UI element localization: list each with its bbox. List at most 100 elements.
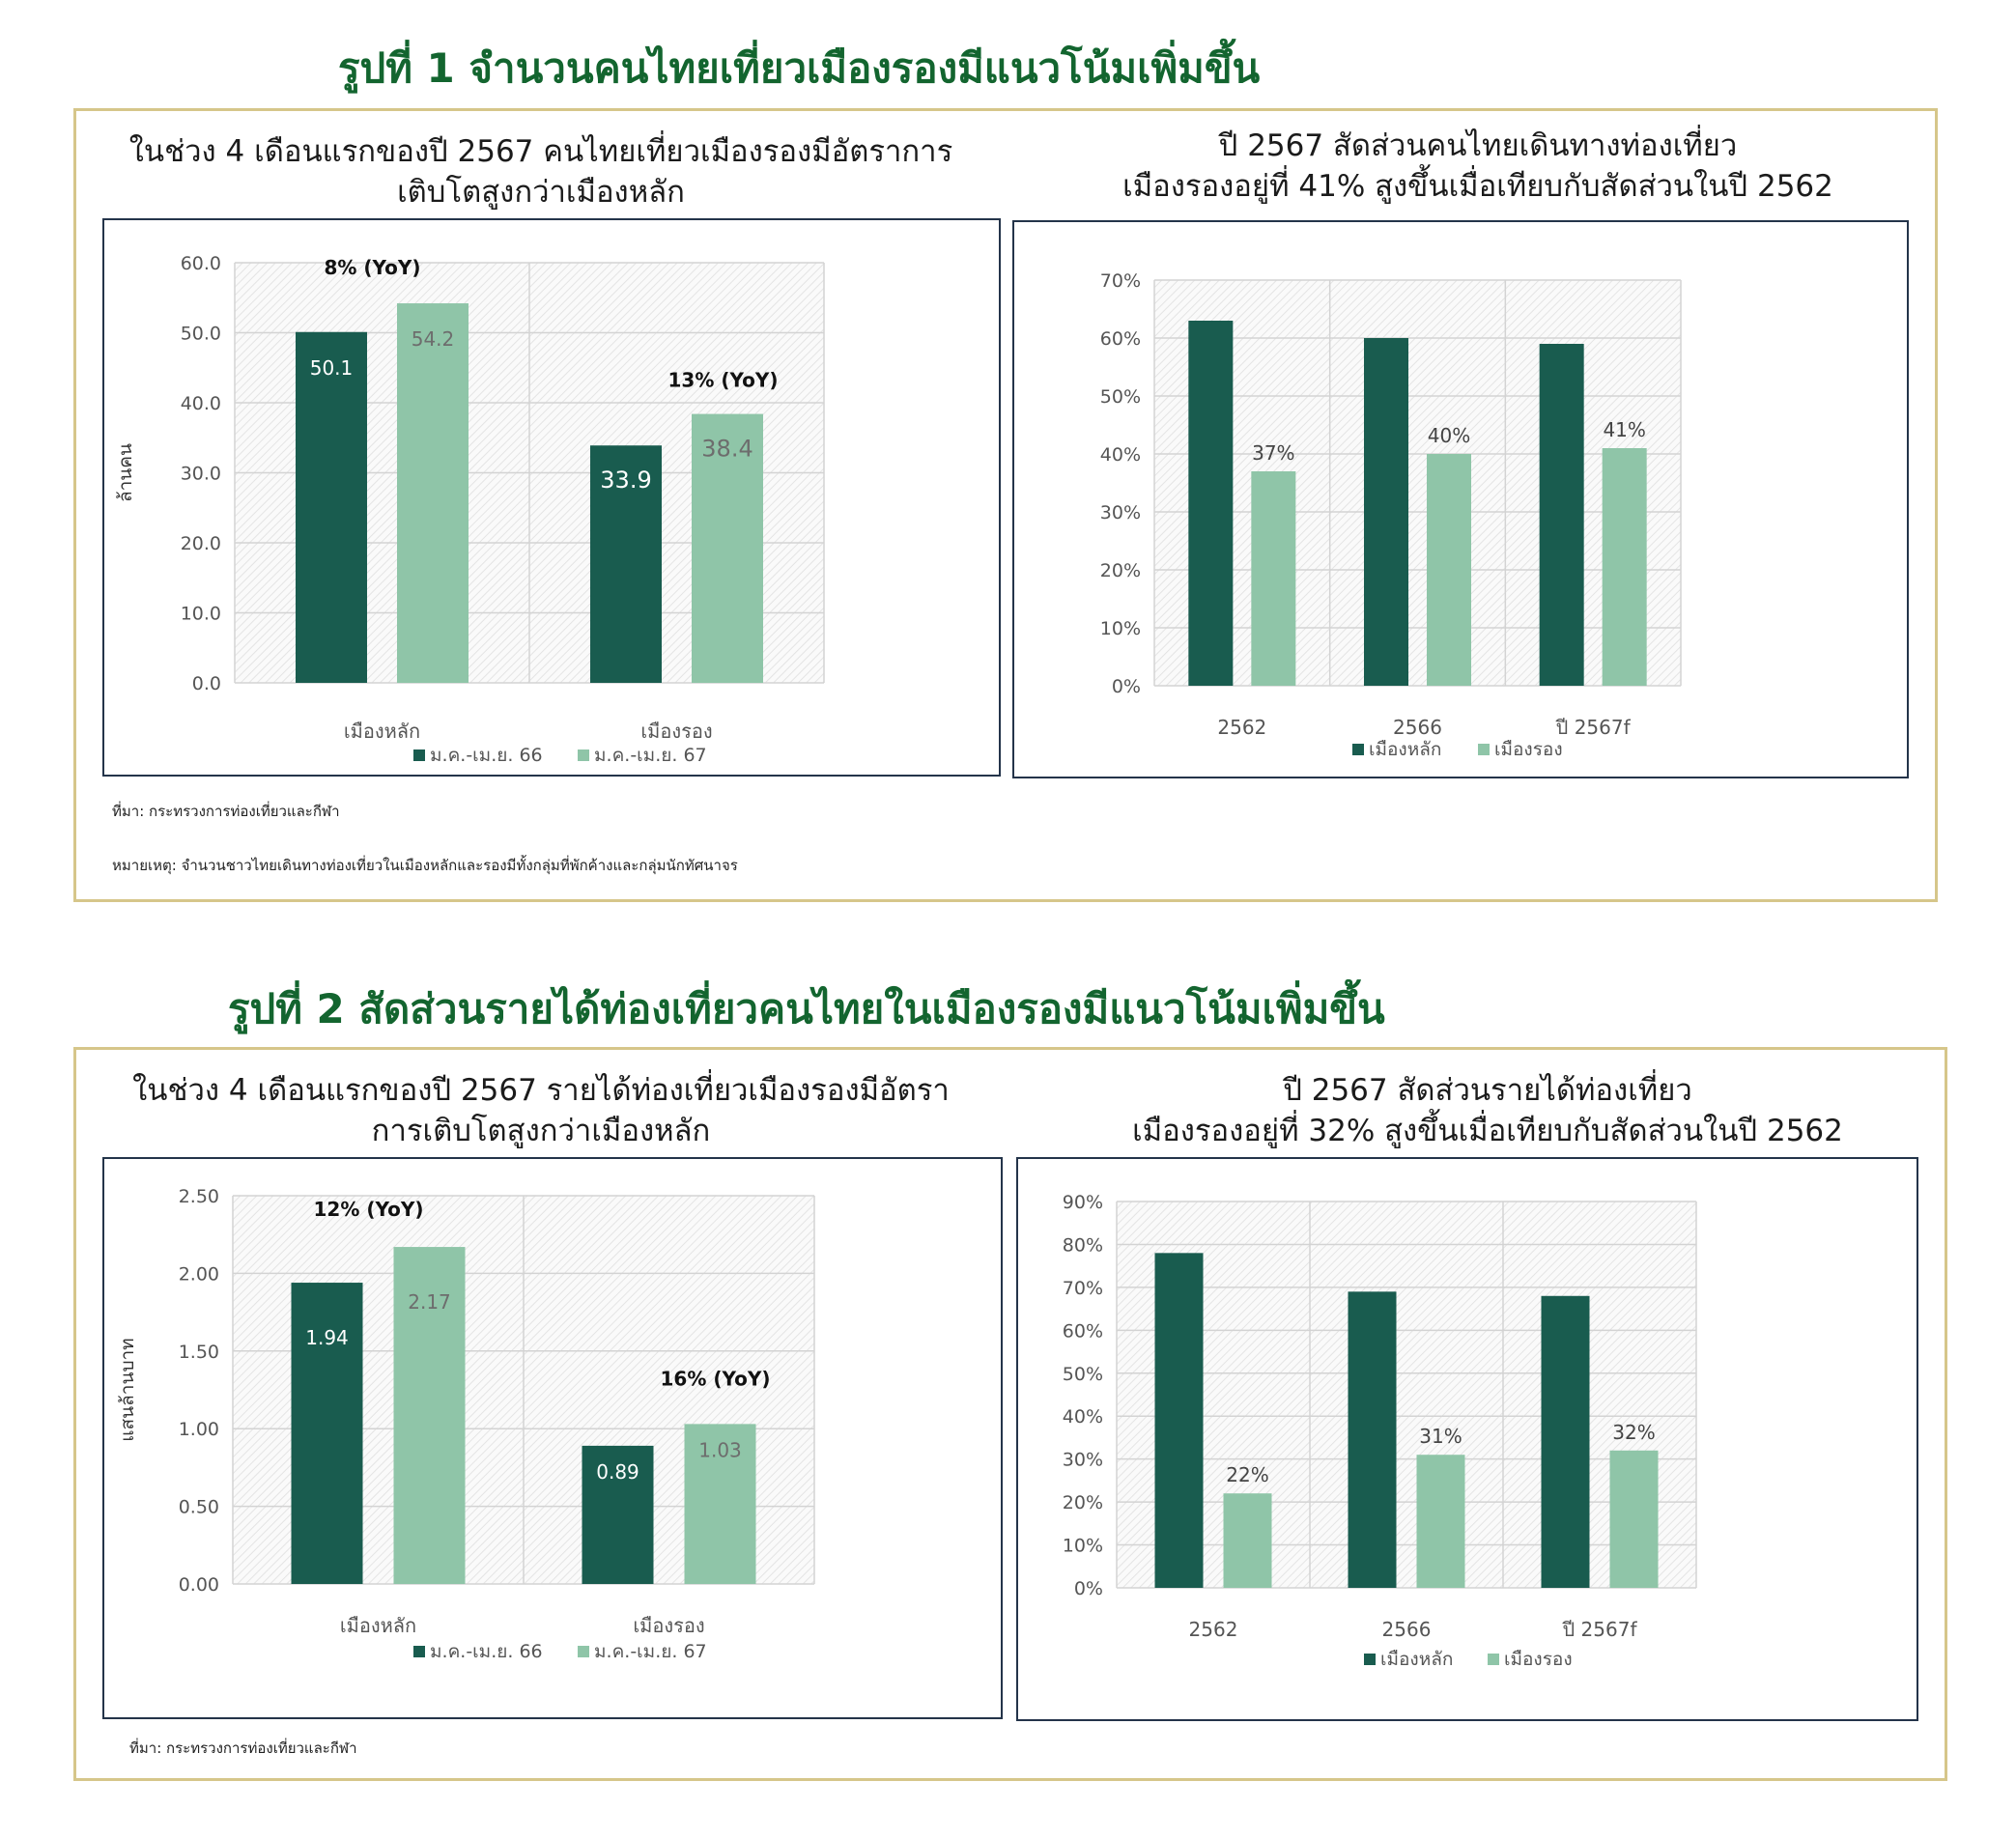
bar-dark (1539, 344, 1584, 686)
data-label: 1.94 (305, 1326, 349, 1349)
bar-dark (1188, 321, 1234, 686)
y-tick-label: 50.0 (181, 324, 221, 345)
legend-label: เมืองหลัก (1369, 739, 1441, 760)
figure-1-left-title-line-2: เติบโตสูงกว่าเมืองหลัก (397, 175, 685, 210)
y-tick-label: 20% (1100, 560, 1141, 581)
bar-dark (582, 1445, 654, 1584)
chart-1-box: 0.0 10.0 20.0 30.0 40.0 50.0 60.0 50.1 54.2 8% (Y… (102, 218, 1001, 777)
plot-area-hatch (1154, 280, 1681, 686)
figure-2-right-title-line-2: เมืองรองอยู่ที่ 32% สูงขึ้นเมื่อเทียบกับ… (1132, 1114, 1843, 1148)
figure-2-left-title-line-2: การเติบโตสูงกว่าเมืองหลัก (371, 1114, 711, 1148)
y-tick-label: 30.0 (181, 464, 221, 485)
data-label: 31% (1419, 1425, 1462, 1448)
figure-2-left-title: ในช่วง 4 เดือนแรกของปี 2567 รายได้ท่องเท… (106, 1070, 976, 1151)
bar-light (1251, 471, 1296, 686)
legend-swatch (1352, 744, 1364, 755)
y-tick-label: 10% (1100, 618, 1141, 639)
figure-2-right-title-line-1: ปี 2567 สัดส่วนรายได้ท่องเที่ยว (1283, 1073, 1692, 1108)
x-category-label: 2562 (1189, 1618, 1238, 1641)
legend-swatch (413, 1646, 425, 1657)
figure-1-left-title: ในช่วง 4 เดือนแรกของปี 2567 คนไทยเที่ยวเ… (106, 131, 976, 212)
bar-light (1223, 1493, 1272, 1588)
y-tick-label: 10% (1063, 1536, 1103, 1557)
bar-dark (590, 445, 662, 683)
legend-swatch (413, 749, 425, 761)
bar-light (1427, 454, 1471, 686)
legend-label: ม.ค.-เม.ย. 67 (594, 1641, 707, 1662)
figure-2-left-title-line-1: ในช่วง 4 เดือนแรกของปี 2567 รายได้ท่องเท… (132, 1073, 950, 1108)
legend-label: ม.ค.-เม.ย. 67 (594, 745, 707, 766)
data-label: 32% (1612, 1421, 1655, 1444)
x-category-label: 2566 (1382, 1618, 1432, 1641)
bar-light (692, 413, 763, 683)
data-label: 2.17 (408, 1290, 451, 1314)
legend-swatch (1478, 744, 1490, 755)
y-tick-label: 1.50 (179, 1342, 219, 1363)
y-tick-label: 40% (1063, 1406, 1103, 1428)
y-tick-label: 1.00 (179, 1419, 219, 1440)
y-tick-label: 50% (1063, 1364, 1103, 1385)
legend-label: เมืองหลัก (1380, 1649, 1453, 1670)
y-tick-label: 70% (1100, 270, 1141, 292)
yoy-annotation: 16% (YoY) (661, 1367, 771, 1390)
figure-1-title: รูปที่ 1 จำนวนคนไทยเที่ยวเมืองรองมีแนวโน… (338, 44, 1261, 92)
legend-label: เมืองรอง (1504, 1649, 1573, 1670)
x-category-label: เมืองรอง (640, 720, 712, 743)
y-tick-label: 0.0 (192, 673, 221, 694)
chart-4-svg: 0% 10% 20% 30% 40% 50% 60% 70% 80% 90% 22% 2562 31% 2… (1063, 1192, 1697, 1670)
legend-label: ม.ค.-เม.ย. 66 (430, 745, 543, 766)
legend-label: ม.ค.-เม.ย. 66 (430, 1641, 543, 1662)
bar-light (1602, 448, 1647, 686)
y-tick-label: 10.0 (181, 604, 221, 625)
y-tick-label: 0% (1112, 676, 1141, 697)
bar-light (684, 1424, 756, 1584)
figure-1-source: ที่มา: กระทรวงการท่องเที่ยวและกีฬา (112, 803, 340, 820)
x-category-label: ปี 2567f (1555, 716, 1631, 739)
yoy-annotation: 8% (YoY) (324, 256, 420, 279)
chart-3-box: 0.00 0.50 1.00 1.50 2.00 2.50 1.94 2.17 12% (YoY… (102, 1157, 1003, 1719)
x-category-label: เมืองรอง (633, 1614, 704, 1637)
y-tick-label: 70% (1063, 1278, 1103, 1299)
chart-4-box: 0% 10% 20% 30% 40% 50% 60% 70% 80% 90% 22% 2562 31% 2… (1016, 1157, 1918, 1721)
y-tick-label: 0.00 (179, 1574, 219, 1596)
figure-1-left-title-line-1: ในช่วง 4 เดือนแรกของปี 2567 คนไทยเที่ยวเ… (128, 134, 953, 169)
figure-2-title: รูปที่ 2 สัดส่วนรายได้ท่องเที่ยวคนไทยในเ… (228, 985, 1385, 1032)
y-tick-label: 30% (1063, 1450, 1103, 1471)
chart-1-svg: 0.0 10.0 20.0 30.0 40.0 50.0 60.0 50.1 54.2 8% (Y… (115, 253, 825, 766)
figure-1-right-title: ปี 2567 สัดส่วนคนไทยเดินทางท่องเที่ยว เม… (1024, 126, 1932, 207)
figure-1-remark: หมายเหตุ: จำนวนชาวไทยเดินทางท่องเที่ยวใน… (112, 857, 738, 874)
chart-3-svg: 0.00 0.50 1.00 1.50 2.00 2.50 1.94 2.17 12% (YoY… (117, 1186, 815, 1662)
figure-2-source: ที่มา: กระทรวงการท่องเที่ยวและกีฬา (129, 1739, 357, 1757)
y-tick-label: 20.0 (181, 533, 221, 554)
data-label: 50.1 (310, 356, 354, 380)
y-tick-label: 40% (1100, 444, 1141, 466)
data-label: 38.4 (701, 436, 752, 463)
y-tick-label: 60% (1100, 328, 1141, 350)
data-label: 22% (1226, 1463, 1268, 1486)
legend-label: เมืองรอง (1494, 739, 1563, 760)
bar-dark (1364, 338, 1408, 686)
y-tick-label: 50% (1100, 386, 1141, 408)
y-tick-label: 60.0 (181, 253, 221, 274)
y-tick-label: 2.50 (179, 1186, 219, 1207)
figure-1-right-title-line-1: ปี 2567 สัดส่วนคนไทยเดินทางท่องเที่ยว (1218, 128, 1738, 163)
x-category-label: 2566 (1393, 716, 1442, 739)
x-category-label: 2562 (1217, 716, 1266, 739)
y-tick-label: 0.50 (179, 1497, 219, 1518)
data-label: 40% (1428, 424, 1470, 447)
figure-2-right-title: ปี 2567 สัดส่วนรายได้ท่องเที่ยว เมืองรอง… (1043, 1070, 1932, 1151)
y-tick-label: 20% (1063, 1492, 1103, 1513)
bar-dark (1348, 1291, 1397, 1588)
bar-dark (1154, 1253, 1204, 1588)
y-tick-label: 30% (1100, 502, 1141, 523)
y-tick-label: 90% (1063, 1192, 1103, 1213)
y-axis-title: ล้านคน (115, 443, 136, 502)
legend-swatch (1488, 1654, 1499, 1665)
y-tick-label: 40.0 (181, 393, 221, 414)
x-category-label: เมืองหลัก (340, 1614, 416, 1637)
data-label: 41% (1603, 418, 1645, 441)
legend-swatch (578, 749, 589, 761)
y-tick-label: 80% (1063, 1234, 1103, 1256)
data-label: 37% (1252, 441, 1294, 465)
y-tick-label: 2.00 (179, 1263, 219, 1285)
